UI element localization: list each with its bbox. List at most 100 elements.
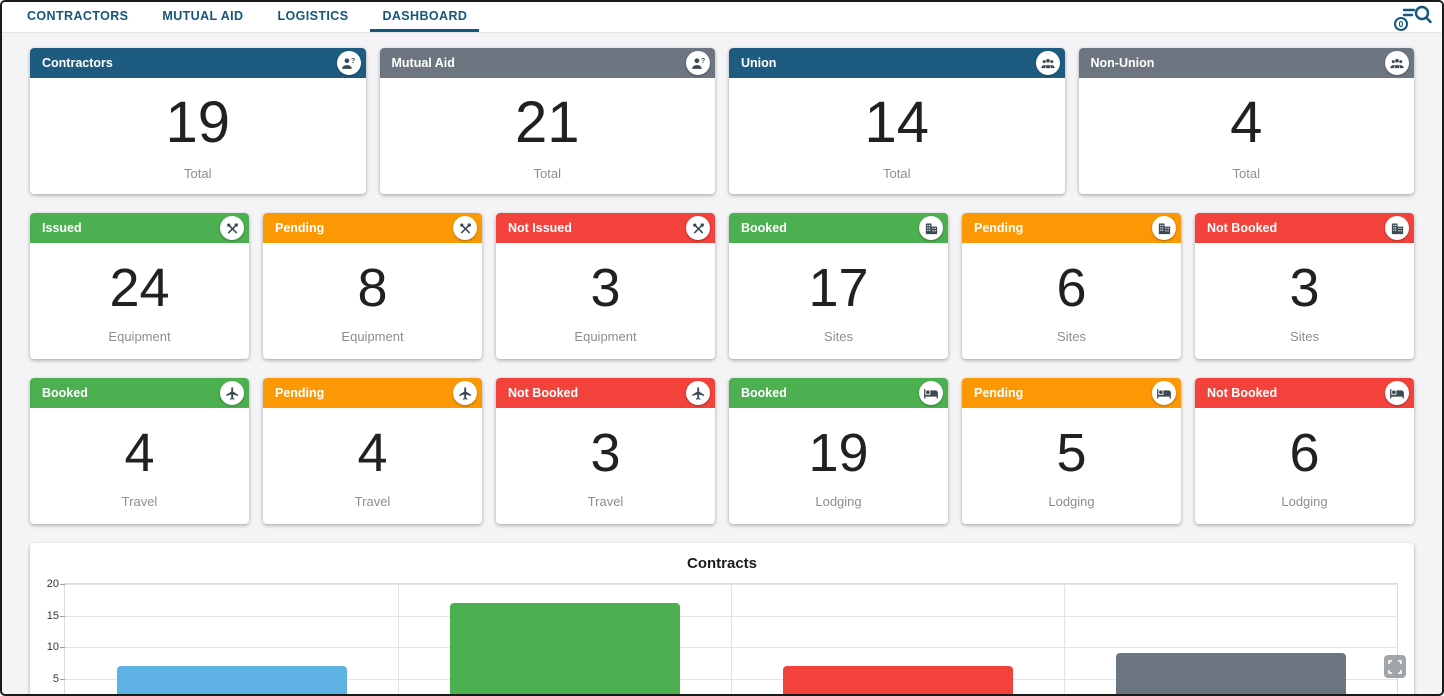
building-icon (1385, 216, 1409, 240)
card-body: 24 Equipment (30, 243, 249, 359)
card-body: 3 Sites (1195, 243, 1414, 359)
card-label: Equipment (108, 328, 171, 344)
stat-card[interactable]: Union 14 Total (729, 48, 1065, 194)
stat-card[interactable]: Pending 6 Sites (962, 213, 1181, 359)
airplane-icon (453, 381, 477, 405)
svg-text:?: ? (701, 57, 705, 64)
card-value: 24 (109, 257, 170, 318)
card-value: 14 (864, 89, 929, 155)
airplane-icon (220, 381, 244, 405)
bed-icon (1152, 381, 1176, 405)
card-body: 14 Total (729, 78, 1065, 194)
stat-card[interactable]: Not Booked 3 Sites (1195, 213, 1414, 359)
stat-card[interactable]: Mutual Aid? 21 Total (379, 48, 716, 194)
card-value: 17 (808, 257, 869, 318)
tab-bar: CONTRACTORS MUTUAL AID LOGISTICS DASHBOARD (15, 2, 489, 32)
gridline-x (1064, 584, 1065, 694)
card-label: Total (1232, 165, 1260, 181)
filter-search-button[interactable]: 0 (1392, 2, 1432, 32)
card-title: Issued (42, 221, 82, 235)
stat-card[interactable]: Not Booked 3 Travel (496, 378, 715, 524)
stat-card[interactable]: Contractors? 19 Total (30, 48, 366, 194)
search-filter-icon (1402, 5, 1432, 24)
building-icon (919, 216, 943, 240)
card-value: 4 (1230, 89, 1263, 155)
card-value: 4 (357, 422, 388, 483)
card-header: Not Booked (496, 378, 715, 408)
card-value: 19 (808, 422, 869, 483)
stat-card[interactable]: Booked 4 Travel (30, 378, 249, 524)
ytick-label: 10 (46, 641, 59, 653)
card-label: Travel (354, 493, 391, 509)
card-title: Booked (741, 221, 787, 235)
card-header: Booked (729, 213, 948, 243)
stat-card[interactable]: Booked 19 Lodging (729, 378, 948, 524)
card-value: 5 (1056, 422, 1087, 483)
ytick-dash (60, 615, 65, 617)
bed-icon (1385, 381, 1409, 405)
card-header: Contractors? (30, 48, 366, 78)
card-header: Union (729, 48, 1065, 78)
stat-card[interactable]: Non-Union 4 Total (1078, 48, 1414, 194)
gridline-x (398, 584, 399, 694)
building-icon (1152, 216, 1176, 240)
tab-logistics[interactable]: LOGISTICS (277, 8, 349, 23)
fullscreen-button[interactable] (1384, 655, 1406, 678)
bar-2 (449, 602, 681, 694)
stat-card[interactable]: Pending 8 Equipment (263, 213, 482, 359)
card-title: Mutual Aid (391, 56, 455, 70)
card-header: Pending (962, 213, 1181, 243)
card-body: 19 Lodging (729, 408, 948, 524)
ytick-dash (60, 584, 65, 585)
bar-4 (1115, 653, 1347, 694)
ytick-label: 15 (46, 609, 59, 622)
card-header: Not Booked (1195, 213, 1414, 243)
bed-icon (919, 381, 943, 405)
card-header: Non-Union (1078, 48, 1414, 78)
card-label: Total (184, 165, 212, 181)
svg-text:?: ? (351, 57, 355, 64)
card-label: Total (883, 165, 911, 181)
tab-dashboard[interactable]: DASHBOARD (370, 2, 480, 32)
stat-card[interactable]: Not Booked 6 Lodging (1195, 378, 1414, 524)
card-body: 21 Total (380, 78, 716, 194)
tab-contractors[interactable]: CONTRACTORS (27, 8, 129, 23)
stat-card[interactable]: Not Issued 3 Equipment (496, 213, 715, 359)
card-title: Pending (275, 386, 325, 400)
stat-card[interactable]: Issued 24 Equipment (30, 213, 249, 359)
fullscreen-icon (1388, 659, 1402, 674)
filter-count-badge: 0 (1394, 17, 1408, 31)
summary-card-row: Contractors? 19 Total Mutual Aid? 21 Total Uni… (30, 48, 1414, 194)
card-label: Equipment (341, 328, 404, 344)
ytick-dash (60, 678, 65, 680)
stat-card[interactable]: Pending 4 Travel (263, 378, 482, 524)
gridline-x (731, 584, 732, 694)
stat-card[interactable]: Booked 17 Sites (729, 213, 948, 359)
tab-mutual-aid[interactable]: MUTUAL AID (162, 8, 244, 23)
tools-icon (686, 216, 710, 240)
card-label: Travel (121, 493, 158, 509)
card-header: Booked (729, 378, 948, 408)
card-body: 3 Travel (496, 408, 715, 524)
card-body: 4 Travel (263, 408, 482, 524)
card-body: 5 Lodging (962, 408, 1181, 524)
card-value: 4 (124, 422, 155, 483)
card-body: 3 Equipment (496, 243, 715, 359)
card-body: 19 Total (30, 78, 366, 194)
toolbar: 0 (1392, 2, 1442, 32)
equipment-sites-card-row: Issued 24 Equipment Pending 8 Equipment Not Is… (30, 213, 1414, 359)
card-label: Sites (1290, 328, 1319, 344)
card-label: Lodging (1281, 493, 1328, 509)
stat-card[interactable]: Pending 5 Lodging (962, 378, 1181, 524)
card-title: Pending (974, 221, 1024, 235)
card-body: 4 Travel (30, 408, 249, 524)
tools-icon (453, 216, 477, 240)
ytick-label: 5 (52, 672, 59, 685)
card-header: Booked (30, 378, 249, 408)
card-value: 3 (1289, 257, 1320, 318)
card-title: Not Booked (1207, 386, 1278, 400)
person-question-icon: ? (686, 51, 710, 75)
card-label: Lodging (1048, 493, 1095, 509)
people-group-icon (1385, 51, 1409, 75)
card-header: Issued (30, 213, 249, 243)
